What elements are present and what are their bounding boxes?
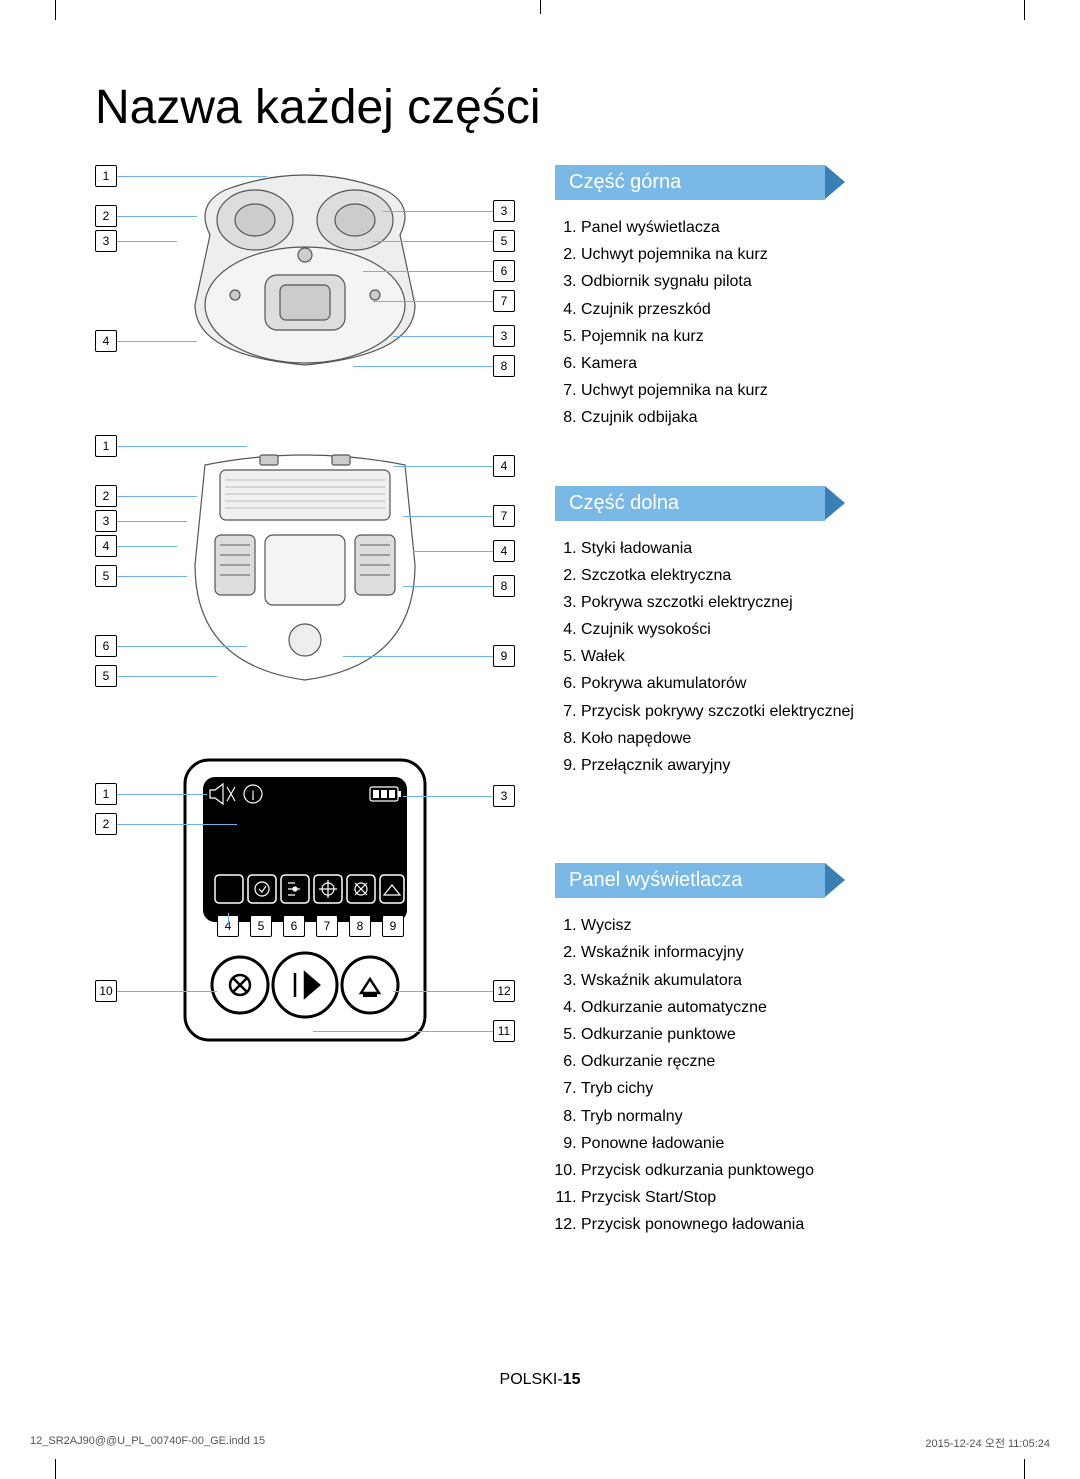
list-item: Ponowne ładowanie [581,1130,985,1157]
list-item: Panel wyświetlacza [581,214,985,241]
callout: 3 [95,510,117,532]
callout: 3 [95,230,117,252]
list-item: Styki ładowania [581,535,985,562]
imposition-footer: 12_SR2AJ90@@U_PL_00740F-00_GE.indd 15 20… [30,1435,1050,1451]
list-item: Uchwyt pojemnika na kurz [581,241,985,268]
callout: 3 [493,200,515,222]
footline-left: 12_SR2AJ90@@U_PL_00740F-00_GE.indd 15 [30,1435,265,1451]
callout: 1 [95,435,117,457]
callout: 8 [493,575,515,597]
callout: 8 [349,915,371,937]
list-item: Czujnik odbijaka [581,404,985,431]
callout: 3 [493,785,515,807]
page-content: Nazwa każdej części [95,80,985,1274]
callout: 2 [95,205,117,227]
list-bottom: Styki ładowania Szczotka elektryczna Pok… [555,535,985,780]
callout: 5 [250,915,272,937]
robot-top-illustration [165,165,445,375]
callout: 2 [95,485,117,507]
list-item: Pokrywa szczotki elektrycznej [581,589,985,616]
callout: 5 [493,230,515,252]
page-footer: POLSKI-15 [0,1371,1080,1389]
list-panel: Wycisz Wskaźnik informacyjny Wskaźnik ak… [555,912,985,1238]
diagram-panel: ! [95,755,515,1065]
list-item: Odbiornik sygnału pilota [581,268,985,295]
callout: 4 [493,455,515,477]
diagram-top: 1 2 3 4 3 5 6 7 3 8 [95,165,515,395]
callout: 3 [493,325,515,347]
diagrams-column: 1 2 3 4 3 5 6 7 3 8 [95,165,515,1274]
callout: 1 [95,165,117,187]
section-panel: Panel wyświetlacza Wycisz Wskaźnik infor… [555,863,985,1274]
footer-page: 15 [563,1371,581,1388]
list-item: Odkurzanie ręczne [581,1048,985,1075]
callout: 10 [95,980,117,1002]
list-item: Kamera [581,350,985,377]
list-item: Pojemnik na kurz [581,323,985,350]
callout: 5 [95,565,117,587]
callout: 7 [493,290,515,312]
list-item: Uchwyt pojemnika na kurz [581,377,985,404]
page-title: Nazwa każdej części [95,80,985,135]
footline-right: 2015-12-24 오전 11:05:24 [925,1435,1050,1451]
list-item: Odkurzanie automatyczne [581,994,985,1021]
list-item: Tryb normalny [581,1103,985,1130]
callout: 1 [95,783,117,805]
list-item: Tryb cichy [581,1075,985,1102]
list-item: Wałek [581,643,985,670]
list-item: Pokrywa akumulatorów [581,670,985,697]
section-top: Część górna Panel wyświetlacza Uchwyt po… [555,165,985,468]
callout: 6 [493,260,515,282]
list-item: Czujnik wysokości [581,616,985,643]
callout: 4 [493,540,515,562]
section-header-bottom: Część dolna [555,486,825,521]
list-item: Przycisk pokrywy szczotki elektrycznej [581,698,985,725]
section-header-panel: Panel wyświetlacza [555,863,825,898]
section-bottom: Część dolna Styki ładowania Szczotka ele… [555,486,985,816]
callout: 9 [382,915,404,937]
callout: 4 [95,330,117,352]
list-item: Przycisk Start/Stop [581,1184,985,1211]
text-column: Część górna Panel wyświetlacza Uchwyt po… [555,165,985,1274]
list-item: Wskaźnik akumulatora [581,967,985,994]
crop-marks-top [0,0,1080,22]
columns: 1 2 3 4 3 5 6 7 3 8 [95,165,985,1274]
callout: 9 [493,645,515,667]
callout: 4 [95,535,117,557]
section-header-top: Część górna [555,165,825,200]
diagram-bottom: 1 2 3 4 5 6 5 4 7 4 8 9 [95,435,515,715]
callout: 6 [283,915,305,937]
list-item: Odkurzanie punktowe [581,1021,985,1048]
callout: 6 [95,635,117,657]
callout: 12 [493,980,515,1002]
list-item: Wycisz [581,912,985,939]
list-item: Przełącznik awaryjny [581,752,985,779]
list-item: Przycisk ponownego ładowania [581,1211,985,1238]
list-item: Czujnik przeszkód [581,296,985,323]
callout: 8 [493,355,515,377]
callout: 5 [95,665,117,687]
footer-lang: POLSKI- [500,1371,563,1388]
display-panel-illustration: ! [175,755,435,1045]
list-top: Panel wyświetlacza Uchwyt pojemnika na k… [555,214,985,432]
list-item: Wskaźnik informacyjny [581,939,985,966]
callout: 2 [95,813,117,835]
callout: 7 [493,505,515,527]
list-item: Przycisk odkurzania punktowego [581,1157,985,1184]
list-item: Szczotka elektryczna [581,562,985,589]
callout: 7 [316,915,338,937]
svg-text:!: ! [251,788,254,802]
callout: 11 [493,1020,515,1042]
list-item: Koło napędowe [581,725,985,752]
